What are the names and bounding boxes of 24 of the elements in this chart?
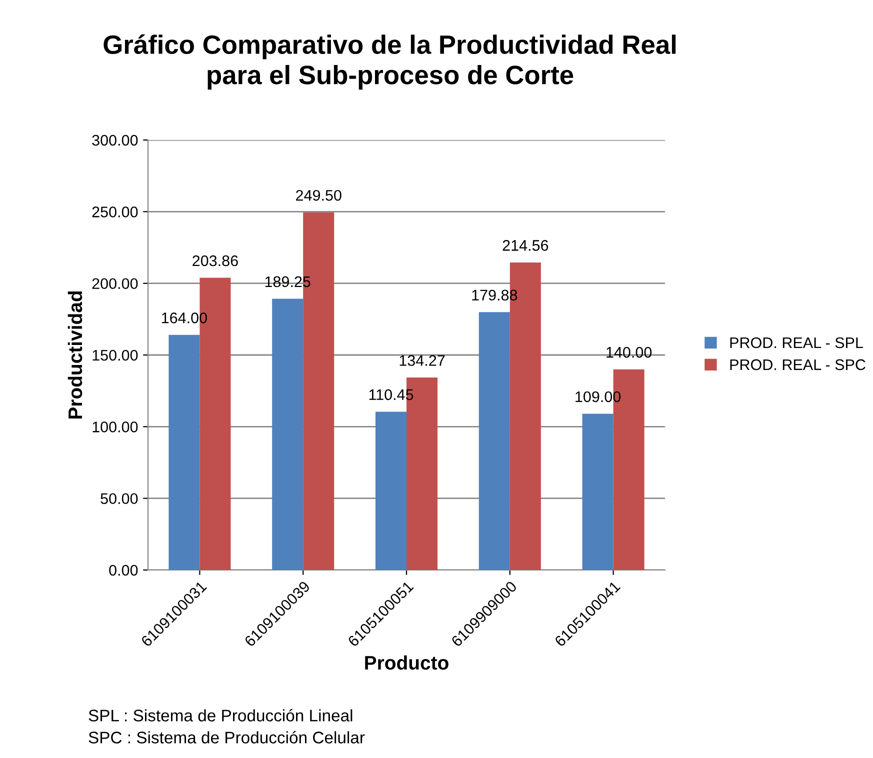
y-tick-label: 250.00 (92, 206, 138, 218)
y-tick-label: 0.00 (109, 564, 138, 576)
chart-title: Gráfico Comparativo de la Productividad Real para el Sub-proceso de Corte (104, 34, 676, 90)
bar (168, 334, 200, 570)
data-label: 214.56 (502, 240, 548, 251)
legend-label: PROD. REAL - SPL (730, 337, 863, 348)
text: SPC : Sistema de Producción Celular (88, 731, 365, 744)
y-tick-label: 150.00 (92, 350, 138, 361)
legend-label: PROD. REAL - SPC (730, 359, 866, 370)
data-label: 249.50 (296, 190, 342, 201)
bar (272, 298, 304, 570)
data-label: 203.86 (192, 255, 238, 266)
y-tick-label: 300.00 (92, 134, 138, 146)
y-tick-label: 100.00 (92, 422, 138, 432)
text: SPL : Sistema de Producción Lineal (88, 709, 352, 722)
bar (375, 412, 406, 570)
bar (582, 414, 614, 570)
bar (478, 312, 510, 570)
y-axis-title: Productividad (68, 291, 82, 419)
data-label: 140.00 (606, 346, 652, 358)
y-tick-label: 200.00 (92, 278, 138, 290)
x-axis-title: Producto (365, 655, 448, 670)
y-tick-label: 50.00 (100, 493, 138, 504)
data-label: 134.27 (400, 355, 445, 366)
